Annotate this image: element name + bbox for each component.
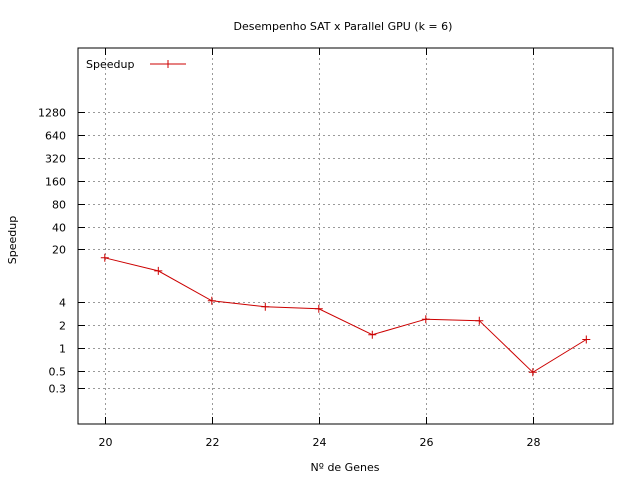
series-layer [100,253,591,377]
y-tick-label: 640 [45,130,66,143]
grid [78,48,613,424]
data-point [475,316,484,325]
y-tick-label: 160 [45,176,66,189]
y-tick-label: 2 [59,320,66,333]
x-tick-label: 22 [206,436,220,449]
x-axis-label: Nº de Genes [311,461,380,474]
data-point [368,330,377,339]
legend-label: Speedup [86,58,134,71]
series-line [104,257,587,373]
data-point [528,368,537,377]
y-tick-label: 1280 [38,107,66,120]
y-tick-label: 320 [45,153,66,166]
y-tick-label: 4 [59,297,66,310]
data-point [154,266,163,275]
y-tick-label: 1 [59,343,66,356]
data-point [421,315,430,324]
x-tick-label: 20 [99,436,113,449]
y-tick-label: 40 [52,222,66,235]
y-axis-label: Speedup [6,216,19,264]
x-tick-label: 26 [420,436,434,449]
chart-title: Desempenho SAT x Parallel GPU (k = 6) [234,20,453,33]
legend: Speedup [86,58,186,71]
legend-marker [164,60,172,68]
y-tick-label: 20 [52,244,66,257]
data-point [207,296,216,305]
x-tick-label: 28 [527,436,541,449]
data-point [261,302,270,311]
plot-frame [77,47,614,425]
data-point [100,253,109,262]
data-point [314,304,323,313]
data-point [582,335,591,344]
y-tick-label: 0.5 [49,366,67,379]
y-tick-label: 80 [52,199,66,212]
y-tick-label: 0.3 [49,383,67,396]
x-tick-label: 24 [313,436,327,449]
